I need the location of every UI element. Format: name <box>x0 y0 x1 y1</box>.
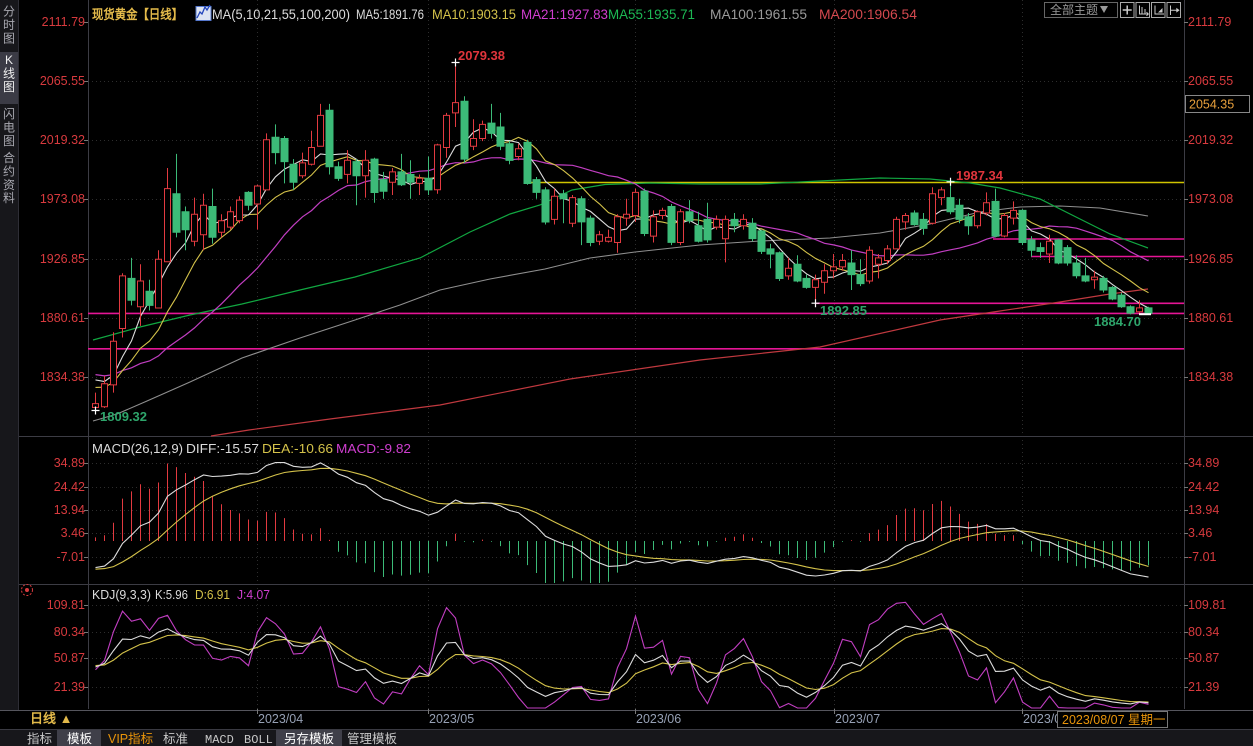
svg-text:电: 电 <box>3 120 15 134</box>
svg-text:1973.08: 1973.08 <box>1188 192 1233 206</box>
svg-text:-7.01: -7.01 <box>57 550 86 564</box>
svg-text:50.87: 50.87 <box>1188 651 1219 665</box>
svg-text:料: 料 <box>3 191 15 205</box>
svg-text:分: 分 <box>3 5 15 19</box>
svg-text:24.42: 24.42 <box>54 480 85 494</box>
svg-text:13.94: 13.94 <box>54 503 85 517</box>
svg-text:1880.61: 1880.61 <box>1188 311 1233 325</box>
svg-text:1880.61: 1880.61 <box>40 311 85 325</box>
svg-text:D:6.91: D:6.91 <box>195 587 230 602</box>
svg-text:2079.38: 2079.38 <box>458 48 505 63</box>
svg-text:2065.55: 2065.55 <box>40 74 85 88</box>
svg-text:21.39: 21.39 <box>1188 680 1219 694</box>
svg-text:24.42: 24.42 <box>1188 480 1219 494</box>
svg-text:DEA:-10.66: DEA:-10.66 <box>262 441 333 456</box>
svg-text:图: 图 <box>3 31 15 45</box>
svg-text:约: 约 <box>3 163 15 178</box>
svg-text:2023/06: 2023/06 <box>636 712 681 726</box>
svg-text:1892.85: 1892.85 <box>820 303 867 318</box>
svg-text:3.46: 3.46 <box>61 526 85 540</box>
svg-text:标准: 标准 <box>163 732 188 746</box>
svg-text:34.89: 34.89 <box>1188 456 1219 470</box>
svg-text:2023/07: 2023/07 <box>835 712 880 726</box>
svg-text:KDJ(9,3,3): KDJ(9,3,3) <box>92 587 151 602</box>
svg-text:1834.38: 1834.38 <box>40 370 85 384</box>
svg-text:2023/08/07 星期一: 2023/08/07 星期一 <box>1062 713 1166 727</box>
svg-text:21.39: 21.39 <box>54 680 85 694</box>
svg-text:1926.85: 1926.85 <box>40 252 85 266</box>
svg-text:1987.34: 1987.34 <box>956 168 1004 183</box>
svg-text:现货黄金【日线】: 现货黄金【日线】 <box>92 7 183 22</box>
svg-text:MA21:1927.83: MA21:1927.83 <box>521 7 608 22</box>
svg-text:50.87: 50.87 <box>54 651 85 665</box>
svg-text:MA5:1891.76: MA5:1891.76 <box>356 7 424 22</box>
svg-text:图: 图 <box>3 80 15 94</box>
svg-text:闪: 闪 <box>3 107 15 121</box>
svg-text:BOLL: BOLL <box>244 733 273 746</box>
svg-text:34.89: 34.89 <box>54 456 85 470</box>
svg-text:109.81: 109.81 <box>47 598 85 612</box>
svg-text:K: K <box>5 53 13 67</box>
svg-text:K:5.96: K:5.96 <box>155 587 188 602</box>
svg-text:1973.08: 1973.08 <box>40 192 85 206</box>
svg-text:合: 合 <box>3 150 15 165</box>
svg-text:2111.79: 2111.79 <box>42 15 85 29</box>
svg-text:MACD(26,12,9): MACD(26,12,9) <box>92 441 183 456</box>
svg-text:2023/05: 2023/05 <box>429 712 474 726</box>
svg-text:资: 资 <box>3 178 15 192</box>
svg-text:1884.70: 1884.70 <box>1094 314 1141 329</box>
svg-text:3.46: 3.46 <box>1188 526 1212 540</box>
svg-text:109.81: 109.81 <box>1188 598 1226 612</box>
svg-text:MA10:1903.15: MA10:1903.15 <box>432 7 516 22</box>
svg-text:2019.32: 2019.32 <box>40 133 85 147</box>
svg-text:1809.32: 1809.32 <box>100 409 147 424</box>
svg-text:管理模板: 管理模板 <box>347 731 398 746</box>
svg-text:指标: 指标 <box>27 731 52 746</box>
svg-text:MA55:1935.71: MA55:1935.71 <box>608 7 695 22</box>
svg-text:1834.38: 1834.38 <box>1188 370 1233 384</box>
svg-text:2065.55: 2065.55 <box>1188 74 1233 88</box>
svg-text:时: 时 <box>3 18 15 32</box>
svg-text:1926.85: 1926.85 <box>1188 252 1233 266</box>
svg-text:全部主题: 全部主题 <box>1050 2 1098 17</box>
svg-text:图: 图 <box>3 134 15 148</box>
svg-text:2111.79: 2111.79 <box>1188 15 1231 29</box>
svg-text:MA(5,10,21,55,100,200): MA(5,10,21,55,100,200) <box>212 7 350 22</box>
svg-text:另存模板: 另存模板 <box>284 732 335 746</box>
svg-text:13.94: 13.94 <box>1188 503 1219 517</box>
svg-text:MA100:1961.55: MA100:1961.55 <box>710 7 807 22</box>
svg-text:-7.01: -7.01 <box>1188 550 1217 564</box>
svg-text:MACD: MACD <box>205 733 234 746</box>
svg-text:DIFF:-15.57: DIFF:-15.57 <box>186 441 259 456</box>
svg-text:80.34: 80.34 <box>54 625 85 639</box>
svg-text:2019.32: 2019.32 <box>1188 133 1233 147</box>
svg-text:VIP指标: VIP指标 <box>108 731 153 746</box>
svg-text:线: 线 <box>3 66 15 80</box>
svg-text:模板: 模板 <box>67 732 93 746</box>
svg-text:日线 ▲: 日线 ▲ <box>30 711 72 726</box>
svg-text:MA200:1906.54: MA200:1906.54 <box>819 7 918 22</box>
svg-text:2054.35: 2054.35 <box>1189 98 1234 112</box>
svg-text:2023/08: 2023/08 <box>1023 712 1068 726</box>
svg-text:80.34: 80.34 <box>1188 625 1219 639</box>
svg-text:MACD:-9.82: MACD:-9.82 <box>336 441 411 456</box>
svg-text:2023/04: 2023/04 <box>258 712 303 726</box>
svg-text:J:4.07: J:4.07 <box>237 587 270 602</box>
